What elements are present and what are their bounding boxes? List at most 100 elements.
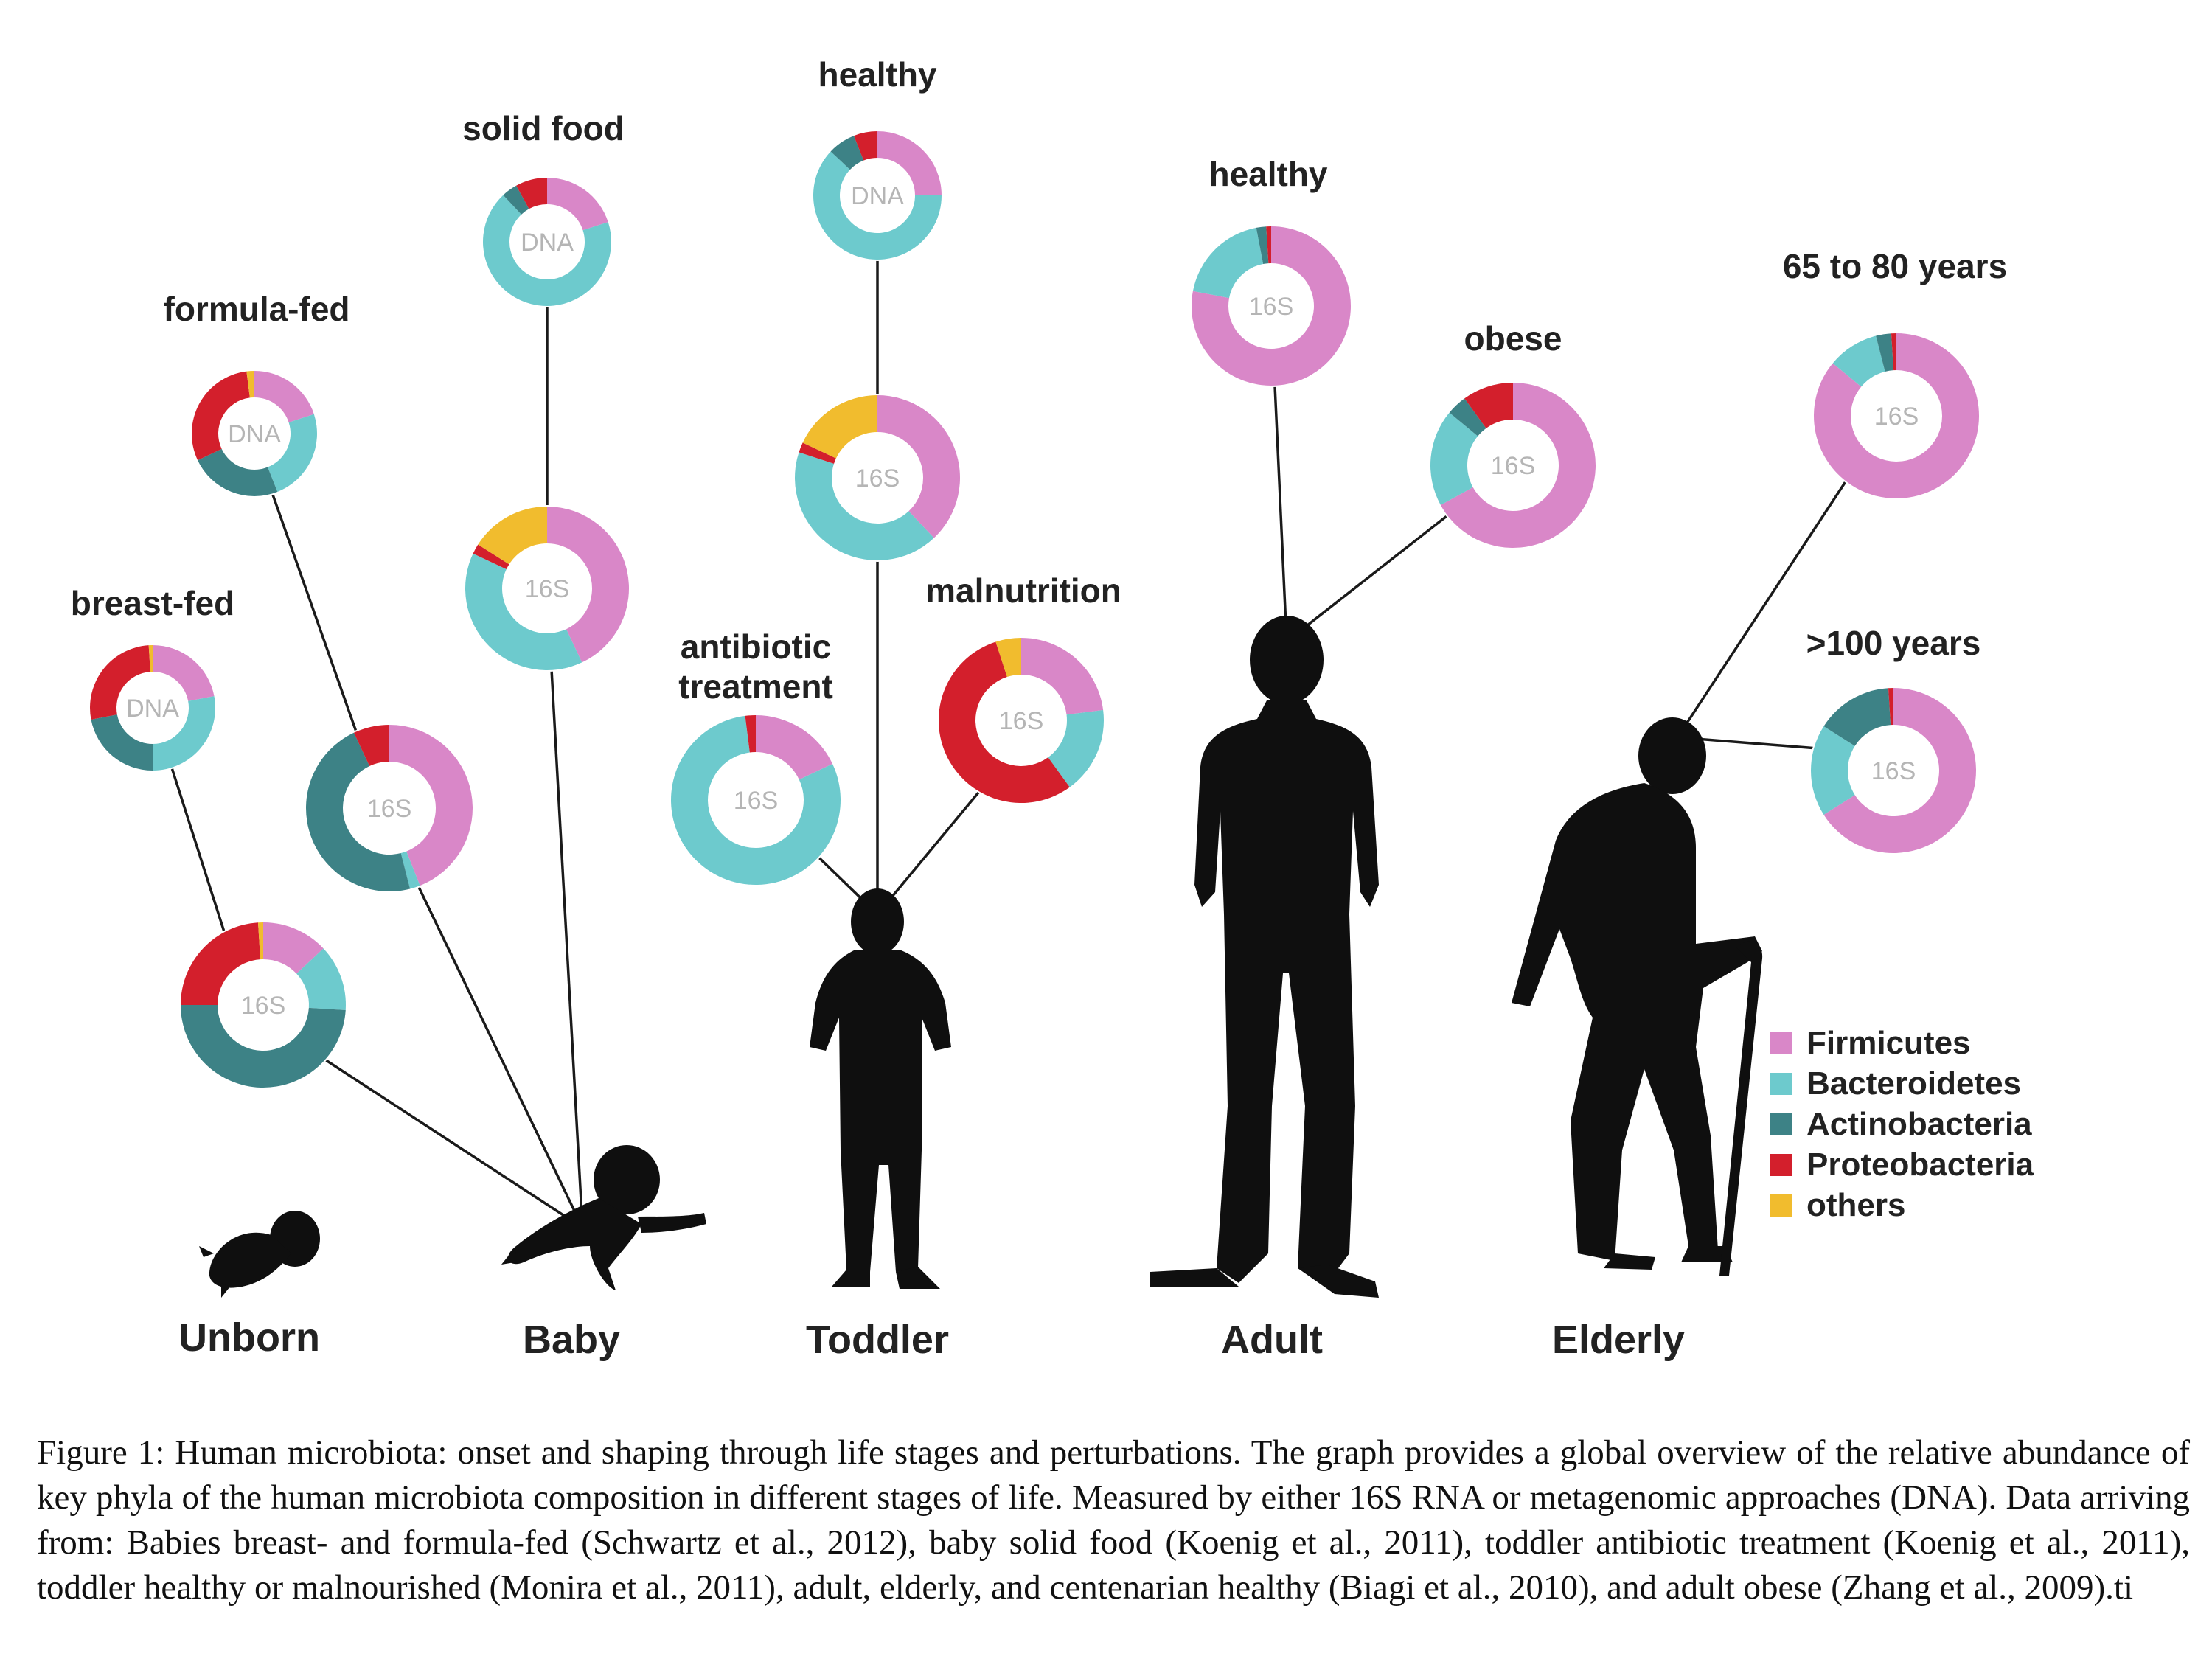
- legend-label-proteobacteria: Proteobacteria: [1806, 1147, 2034, 1183]
- donut-segment-bacteroidetes: [1192, 227, 1264, 299]
- donut-segment-actinobacteria: [1449, 398, 1486, 437]
- donut-segment-bacteroidetes: [1048, 709, 1104, 787]
- donut-toddler-healthy-16s: 16S: [793, 394, 961, 562]
- donut-toddler-healthy-dna: DNA: [812, 130, 943, 261]
- donut-label-formula-fed: formula-fed: [164, 290, 350, 328]
- donut-segment-actinobacteria: [198, 448, 278, 497]
- stage-label-baby: Baby: [523, 1318, 620, 1362]
- donut-center-label: 16S: [1491, 452, 1536, 480]
- donut-center-label: 16S: [734, 787, 779, 815]
- donut-segment-firmicutes: [1191, 226, 1351, 386]
- donut-segment-proteobacteria: [1464, 383, 1513, 428]
- donut-segment-proteobacteria: [938, 641, 1070, 804]
- legend-swatch-bacteroidetes: [1770, 1073, 1792, 1095]
- donut-segment-proteobacteria: [181, 922, 261, 1005]
- donut-label-breast-fed: breast-fed: [71, 584, 234, 622]
- donut-segment-firmicutes: [547, 178, 608, 231]
- adult-silhouette: [1150, 616, 1379, 1298]
- silhouettes: [199, 616, 1763, 1298]
- donut-segment-proteobacteria: [1888, 688, 1893, 726]
- donut-segment-bacteroidetes: [400, 851, 420, 889]
- donut-antibiotic-16s: 16S: [669, 714, 842, 886]
- donut-label-antibiotic: antibiotic treatment: [678, 627, 833, 706]
- donut-solid-food-16s: 16S: [464, 505, 630, 672]
- legend-label-others: others: [1806, 1187, 1905, 1223]
- donut-center-label: DNA: [126, 695, 179, 723]
- donut-center-label: 16S: [1874, 403, 1919, 431]
- donut-segment-firmicutes: [547, 507, 629, 663]
- donut-segment-firmicutes: [1814, 333, 1980, 498]
- donut-segment-bacteroidetes: [268, 414, 318, 493]
- donut-segment-firmicutes: [254, 371, 314, 422]
- legend: Firmicutes Bacteroidetes Actinobacteria Pro…: [1770, 1025, 2034, 1223]
- stage-labels: Unborn Baby Toddler Adult Elderly: [178, 1315, 1685, 1362]
- stage-label-unborn: Unborn: [178, 1315, 320, 1360]
- donut-center-label: DNA: [851, 182, 904, 210]
- fetus-silhouette: [199, 1211, 320, 1298]
- donut-segment-proteobacteria: [745, 715, 756, 753]
- donut-center-label: 16S: [367, 795, 412, 823]
- figure-caption: Figure 1: Human microbiota: onset and sh…: [37, 1433, 2190, 1607]
- donut-label-malnutrition: malnutrition: [925, 571, 1121, 610]
- baby-silhouette: [501, 1145, 706, 1290]
- stage-label-toddler: Toddler: [806, 1318, 949, 1362]
- donut-segment-firmicutes: [389, 725, 473, 886]
- donut-elderly-65-80-16s: 16S: [1812, 332, 1980, 500]
- donut-segment-proteobacteria: [516, 178, 547, 209]
- donut-segment-bacteroidetes: [465, 553, 582, 670]
- legend-swatch-others: [1770, 1194, 1792, 1217]
- donut-solid-food-dna: DNA: [481, 176, 613, 307]
- donut-segment-proteobacteria: [353, 725, 389, 766]
- donut-segment-others: [478, 507, 547, 565]
- legend-swatch-firmicutes: [1770, 1032, 1792, 1054]
- donut-center-label: 16S: [855, 465, 900, 493]
- donut-labels: breast-fed formula-fed solid food health…: [71, 55, 2007, 706]
- donut-segment-actinobacteria: [305, 732, 411, 892]
- donut-center-label: 16S: [525, 575, 570, 603]
- donut-segment-proteobacteria: [90, 645, 150, 720]
- donut-center-label: DNA: [521, 229, 574, 257]
- donut-label-adult-obese: obese: [1464, 319, 1562, 358]
- legend-label-firmicutes: Firmicutes: [1806, 1025, 1971, 1061]
- donut-label-elderly-100: >100 years: [1806, 624, 1981, 662]
- donut-formula-fed-dna: DNA: [190, 369, 319, 498]
- donut-segment-bacteroidetes: [153, 696, 215, 771]
- donut-segment-firmicutes: [153, 645, 215, 701]
- connector-line: [546, 589, 584, 1228]
- donut-segment-bacteroidetes: [670, 715, 841, 885]
- donut-label-solid-food: solid food: [462, 109, 625, 147]
- donut-segment-proteobacteria: [192, 371, 250, 461]
- donut-segment-firmicutes: [263, 922, 324, 974]
- donut-segment-others: [802, 395, 877, 459]
- donut-segment-bacteroidetes: [813, 151, 942, 260]
- donut-breast-fed-16s: 16S: [179, 921, 347, 1089]
- donut-segment-others: [257, 922, 263, 960]
- donut-center-label: 16S: [999, 707, 1044, 735]
- donut-segment-actinobacteria: [1256, 226, 1269, 265]
- connector-line: [1676, 467, 1856, 738]
- donut-adult-healthy-16s: 16S: [1190, 225, 1352, 387]
- donut-segment-bacteroidetes: [1430, 412, 1478, 505]
- connector-line: [388, 825, 584, 1228]
- donut-label-toddler-healthy: healthy: [818, 55, 936, 94]
- donut-segment-firmicutes: [1823, 688, 1976, 853]
- donut-label-adult-healthy: healthy: [1208, 155, 1327, 193]
- toddler-silhouette: [810, 888, 951, 1289]
- donut-segment-proteobacteria: [799, 442, 836, 464]
- donut-segment-proteobacteria: [1266, 226, 1271, 264]
- microbiota-figure: DNA 16S DNA 16S DNA 16S DNA 16S 16S 16S …: [71, 55, 2034, 1362]
- donut-segment-bacteroidetes: [1832, 335, 1885, 387]
- donut-segment-firmicutes: [877, 131, 942, 195]
- donut-center-label: 16S: [1249, 293, 1294, 321]
- donut-segment-proteobacteria: [1891, 333, 1896, 371]
- elderly-silhouette: [1512, 717, 1763, 1276]
- donut-segment-actinobacteria: [91, 714, 153, 771]
- donut-segment-others: [148, 645, 153, 672]
- donut-formula-fed-16s: 16S: [305, 723, 474, 893]
- legend-swatch-actinobacteria: [1770, 1113, 1792, 1135]
- donut-segment-actinobacteria: [503, 185, 529, 215]
- donut-center-label: 16S: [1871, 757, 1916, 785]
- donut-center-label: 16S: [241, 992, 286, 1020]
- donut-center-label: DNA: [228, 420, 281, 448]
- donut-segment-actinobacteria: [181, 1005, 346, 1088]
